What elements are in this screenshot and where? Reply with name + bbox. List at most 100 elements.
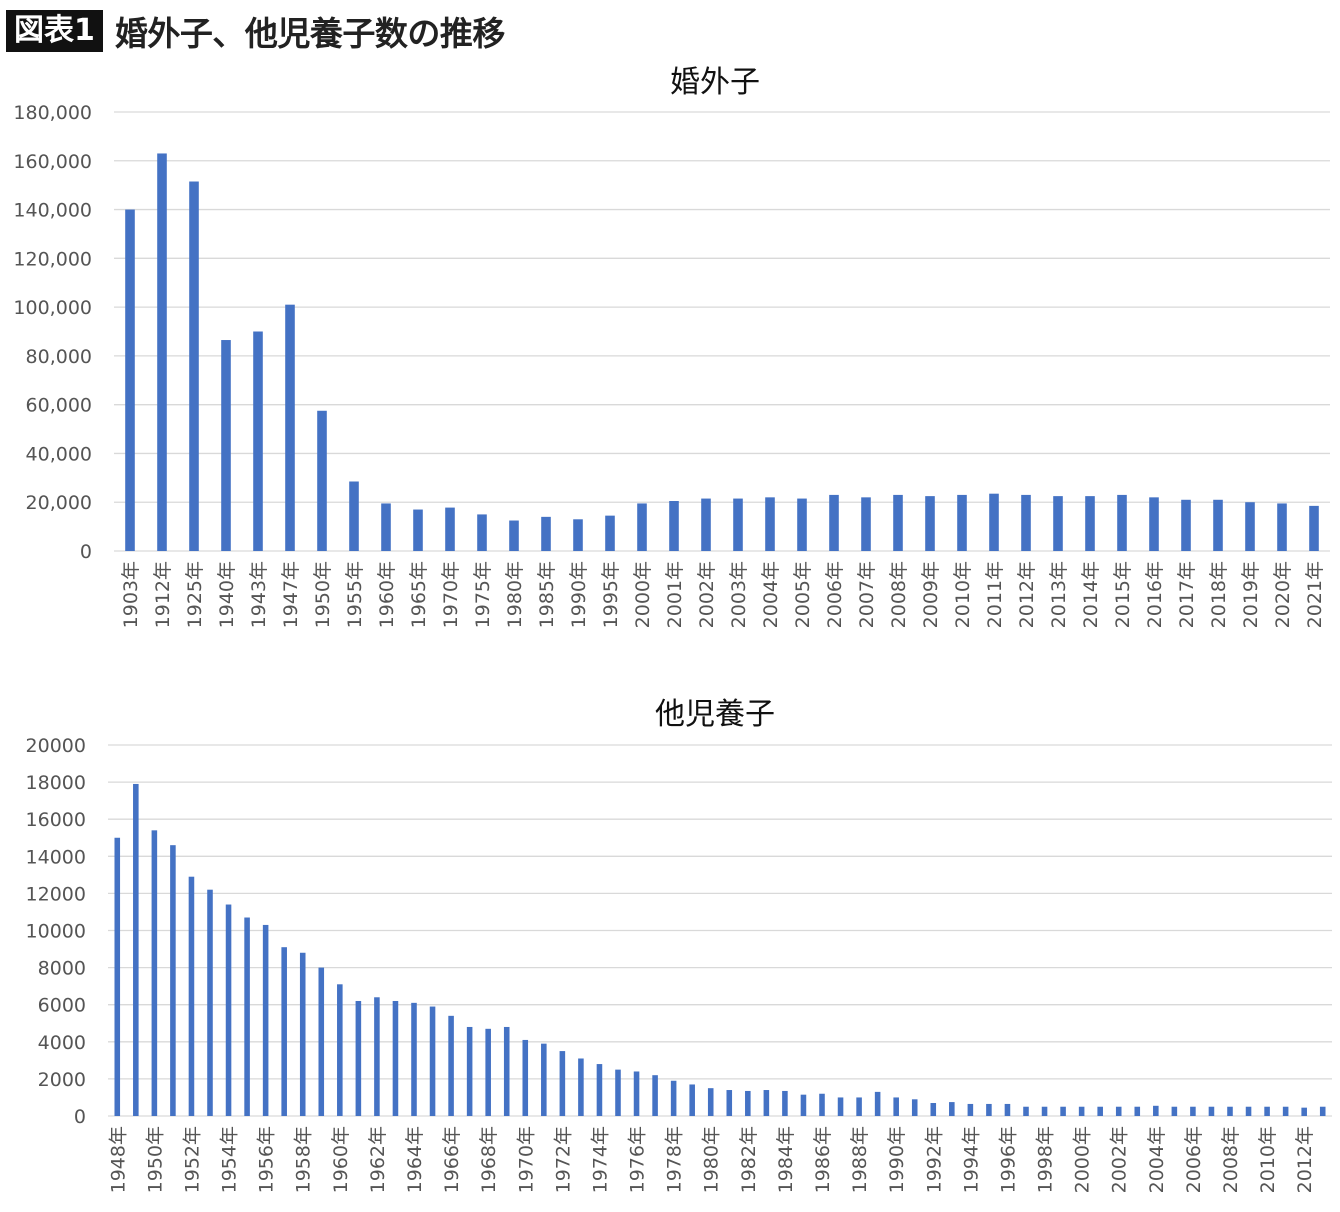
- x-tick-label: 1986年: [812, 1126, 834, 1193]
- chart-title: 婚外子: [670, 65, 760, 100]
- bar: [445, 507, 455, 551]
- x-tick-label: 2016年: [1144, 561, 1166, 628]
- bar: [670, 1080, 677, 1116]
- x-tick-label: 2004年: [760, 561, 782, 628]
- x-tick-label: 1964年: [404, 1126, 426, 1193]
- x-tick-label: 1970年: [440, 561, 462, 628]
- bar: [1264, 1106, 1270, 1116]
- x-tick-label: 1968年: [478, 1126, 500, 1193]
- bar: [125, 209, 135, 552]
- bar: [578, 1058, 584, 1116]
- bar: [797, 498, 807, 551]
- bar: [782, 1090, 788, 1116]
- x-tick-label: 1950年: [312, 561, 334, 628]
- x-tick-label: 1975年: [472, 561, 494, 628]
- bar: [1060, 1106, 1066, 1116]
- bar: [337, 984, 343, 1116]
- bar: [189, 181, 199, 551]
- bar: [733, 498, 743, 551]
- bar: [151, 830, 158, 1116]
- x-tick-label: 2010年: [1257, 1126, 1279, 1193]
- bar: [745, 1090, 751, 1116]
- x-tick-label: 2012年: [1294, 1126, 1316, 1193]
- x-tick-label: 1992年: [923, 1126, 945, 1193]
- x-tick-label: 1960年: [376, 561, 398, 628]
- bar: [1190, 1106, 1196, 1116]
- bar: [637, 503, 647, 551]
- bar: [967, 1103, 974, 1116]
- x-tick-label: 1958年: [293, 1126, 315, 1193]
- bar: [1301, 1107, 1307, 1116]
- bar: [1097, 1106, 1103, 1116]
- x-tick-label: 2018年: [1208, 561, 1230, 628]
- y-tick-label: 0: [80, 541, 92, 563]
- figure-title: 婚外子、他児養子数の推移: [114, 14, 506, 53]
- x-tick-label: 1960年: [330, 1126, 352, 1193]
- x-tick-label: 1940年: [216, 561, 238, 628]
- x-tick-label: 1943年: [248, 561, 270, 628]
- y-tick-label: 20000: [26, 735, 86, 757]
- bar: [874, 1091, 881, 1116]
- x-tick-label: 1955年: [344, 561, 366, 628]
- bar: [1078, 1106, 1085, 1116]
- y-tick-label: 20,000: [26, 492, 92, 514]
- y-tick-label: 12000: [26, 883, 86, 905]
- bar: [605, 515, 615, 551]
- bar: [596, 1064, 603, 1116]
- bar: [541, 516, 551, 551]
- x-tick-label: 2002年: [696, 561, 718, 628]
- bar: [765, 497, 775, 551]
- bar: [448, 1015, 454, 1116]
- y-tick-label: 8000: [38, 958, 86, 980]
- bar: [930, 1103, 937, 1116]
- y-tick-label: 60,000: [26, 395, 92, 417]
- x-tick-label: 2017年: [1176, 561, 1198, 628]
- bar: [573, 519, 583, 551]
- bar: [1004, 1103, 1011, 1116]
- bar: [1153, 1105, 1159, 1116]
- x-tick-label: 1965年: [408, 561, 430, 628]
- bar: [1041, 1106, 1048, 1116]
- bar: [726, 1090, 733, 1116]
- bar: [318, 967, 325, 1116]
- bar: [1021, 494, 1031, 551]
- figure-badge: 図表1: [6, 10, 103, 52]
- bar: [689, 1084, 695, 1116]
- x-tick-label: 1954年: [219, 1126, 241, 1193]
- bar: [114, 837, 121, 1116]
- y-tick-label: 10000: [26, 921, 86, 943]
- x-tick-label: 2000年: [1072, 1126, 1094, 1193]
- x-tick-label: 1988年: [849, 1126, 871, 1193]
- x-tick-label: 1985年: [536, 561, 558, 628]
- bar: [411, 1002, 417, 1116]
- bar: [1245, 1106, 1252, 1116]
- bar: [1208, 1106, 1215, 1116]
- bar: [949, 1102, 955, 1116]
- x-tick-label: 1912年: [152, 561, 174, 628]
- x-tick-label: 2008年: [1220, 1126, 1242, 1193]
- bar: [1282, 1106, 1289, 1116]
- bar: [349, 481, 359, 551]
- x-tick-label: 1962年: [367, 1126, 389, 1193]
- x-tick-label: 1925年: [184, 561, 206, 628]
- bar: [989, 493, 999, 551]
- x-tick-label: 1990年: [568, 561, 590, 628]
- x-tick-label: 2015年: [1112, 561, 1134, 628]
- bar: [1171, 1106, 1178, 1116]
- bar: [986, 1103, 992, 1116]
- chart-adopted-children: 他児養子 0 2000 4000 6000 8000 10000 12000 14000 1600…: [26, 697, 1332, 1193]
- figure-header: 図表1 婚外子、他児養子数の推移: [6, 8, 505, 54]
- bar: [1149, 497, 1159, 551]
- bar: [317, 410, 327, 551]
- x-tick-label: 2001年: [664, 561, 686, 628]
- x-tick-label: 2008年: [888, 561, 910, 628]
- x-tick-label: 2012年: [1016, 561, 1038, 628]
- x-tick-label: 1990年: [886, 1126, 908, 1193]
- x-tick-label: 2002年: [1109, 1126, 1131, 1193]
- x-tick-label: 2006年: [824, 561, 846, 628]
- bar: [861, 497, 871, 551]
- bar: [221, 340, 231, 551]
- y-tick-label: 2000: [38, 1069, 86, 1091]
- x-tick-label: 1948年: [107, 1126, 129, 1193]
- x-tick-label: 2010年: [952, 561, 974, 628]
